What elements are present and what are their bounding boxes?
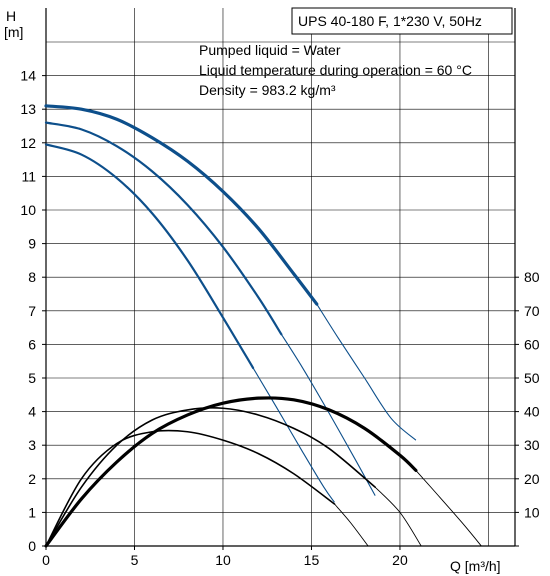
y-tick-label: 6	[28, 336, 36, 352]
y-tick-label: 4	[28, 404, 36, 420]
y2-tick-label: 30	[524, 437, 540, 453]
info-block: Pumped liquid = Water Liquid temperature…	[199, 42, 472, 98]
title-box-text: UPS 40-180 F, 1*230 V, 50Hz	[298, 13, 482, 29]
info-line-density: Density = 983.2 kg/m³	[199, 82, 336, 98]
y-tick-label: 5	[28, 370, 36, 386]
power-curve-speed-2	[45, 407, 376, 547]
power-curve-extension-speed-2	[374, 486, 422, 547]
y-tick-label: 10	[20, 202, 36, 218]
x-tick-label: 15	[304, 552, 320, 568]
x-tick-label: 0	[42, 552, 50, 568]
y2-tick-label: 60	[524, 336, 540, 352]
y-tick-label: 1	[28, 504, 36, 520]
power-curve-speed-3	[44, 396, 418, 548]
y-tick-label: 9	[28, 236, 36, 252]
head-curve-speed-3	[44, 104, 319, 306]
y-axis-unit: [m]	[4, 24, 23, 40]
y-tick-label: 7	[28, 303, 36, 319]
head-curve-extension-speed-1	[252, 367, 335, 503]
x-axis-label: Q [m³/h]	[450, 558, 501, 574]
y-tick-label: 11	[21, 168, 36, 184]
power-curve-extension-speed-1	[334, 503, 369, 547]
head-curve-speed-1	[44, 143, 255, 370]
head-curve-extension-speed-3	[316, 303, 417, 441]
y2-tick-label: 50	[524, 370, 540, 386]
info-line-temperature: Liquid temperature during operation = 60…	[199, 62, 472, 78]
y-tick-label: 2	[28, 471, 36, 487]
y-tick-label: 0	[28, 538, 36, 554]
y2-tick-label: 80	[524, 269, 540, 285]
y-tick-label: 13	[20, 101, 36, 117]
grid-lines	[46, 8, 515, 546]
title-box-frame	[291, 7, 513, 35]
y2-tick-label: 20	[524, 471, 540, 487]
head-curve-extension-speed-2	[280, 334, 376, 496]
y-tick-label: 14	[20, 68, 36, 84]
y-tick-label: 8	[28, 269, 36, 285]
tick-labels: 0 5 10 15 2001234567891011121314102030405060…	[20, 68, 539, 568]
x-tick-label: 5	[131, 552, 139, 568]
y-tick-label: 3	[28, 437, 36, 453]
x-tick-label: 10	[215, 552, 231, 568]
y2-tick-label: 10	[524, 504, 540, 520]
y-tick-label: 12	[20, 135, 36, 151]
y2-tick-label: 70	[524, 303, 540, 319]
power-curve-speed-1	[45, 429, 336, 547]
title-box: UPS 40-180 F, 1*230 V, 50Hz	[291, 7, 513, 35]
power-curve-extension-speed-3	[415, 470, 482, 547]
y-axis-symbol: H	[6, 8, 16, 24]
info-line-liquid: Pumped liquid = Water	[199, 42, 341, 58]
curves	[44, 104, 482, 548]
x-tick-label: 20	[392, 552, 408, 568]
head-curve-speed-2	[44, 121, 283, 336]
y2-tick-label: 40	[524, 404, 540, 420]
